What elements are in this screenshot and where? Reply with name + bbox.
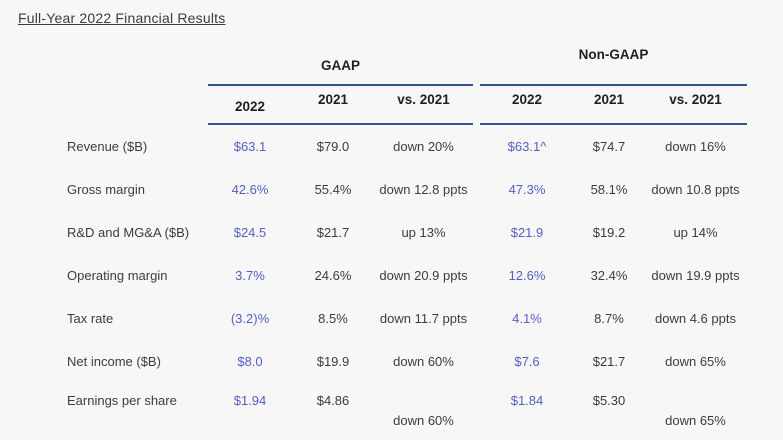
page-title: Full-Year 2022 Financial Results [18, 10, 226, 26]
cell-eps-nongaap-2021: $5.30 [592, 393, 626, 408]
cell-operating-margin-nongaap-vs2021: down 19.9 ppts [651, 268, 740, 283]
non-gaap-label: Non-GAAP [578, 47, 649, 62]
cell-net-income-nongaap-vs2021: down 65% [665, 354, 726, 369]
row-label-eps: Earnings per share [67, 393, 177, 408]
subheader-gap-spacer [473, 86, 480, 125]
cell-eps-gaap-2021: $4.86 [316, 393, 350, 408]
cell-revenue-gaap-vs2021: down 20% [393, 139, 454, 154]
cell-gross-margin-gaap-2021: 55.4% [314, 182, 352, 197]
row-label-tax-rate: Tax rate [67, 311, 114, 326]
cell-rd-mga-gaap-vs2021: up 13% [401, 225, 446, 240]
column-header-gaap-vs-2021: vs. 2021 [374, 86, 473, 125]
cell-tax-rate-gaap-2022: (3.2)% [230, 311, 270, 326]
row-gap-spacer [473, 340, 480, 383]
cell-tax-rate-nongaap-2022: 4.1% [512, 311, 542, 326]
cell-operating-margin-gaap-2021: 24.6% [314, 268, 352, 283]
column-header-label: 2022 [234, 99, 266, 114]
cell-rd-mga-nongaap-2022: $21.9 [510, 225, 544, 240]
column-header-label: vs. 2021 [397, 92, 450, 107]
row-gap-spacer [473, 125, 480, 168]
cell-rd-mga-nongaap-vs2021: up 14% [673, 225, 718, 240]
cell-operating-margin-gaap-2022: 3.7% [235, 268, 265, 283]
cell-tax-rate-gaap-vs2021: down 11.7 ppts [379, 311, 468, 326]
column-header-gaap-2022: 2022 [208, 86, 292, 125]
row-gap-spacer [473, 254, 480, 297]
row-label-gross-margin: Gross margin [67, 182, 146, 197]
cell-eps-gaap-vs2021: down 60% [393, 413, 454, 428]
cell-gross-margin-nongaap-2021: 58.1% [590, 182, 628, 197]
cell-net-income-nongaap-2022: $7.6 [514, 354, 540, 369]
cell-revenue-nongaap-2021: $74.7 [592, 139, 626, 154]
group-header-gaap: GAAP [208, 40, 473, 86]
row-gap-spacer [473, 297, 480, 340]
cell-gross-margin-gaap-vs2021: down 12.8 ppts [379, 182, 468, 197]
cell-revenue-nongaap-2022: $63.1^ [507, 139, 547, 154]
cell-eps-nongaap-2022: $1.84 [510, 393, 544, 408]
cell-operating-margin-nongaap-2022: 12.6% [508, 268, 546, 283]
subheader-label-spacer [0, 86, 208, 125]
cell-operating-margin-gaap-vs2021: down 20.9 ppts [379, 268, 468, 283]
cell-tax-rate-nongaap-2021: 8.7% [594, 311, 624, 326]
cell-rd-mga-gaap-2021: $21.7 [316, 225, 350, 240]
group-gap-spacer [473, 40, 480, 86]
column-header-label: 2021 [317, 92, 349, 107]
cell-operating-margin-nongaap-2021: 32.4% [590, 268, 628, 283]
row-gap-spacer [473, 168, 480, 211]
row-label-revenue: Revenue ($B) [67, 139, 148, 154]
cell-tax-rate-nongaap-vs2021: down 4.6 ppts [655, 311, 736, 326]
column-header-nongaap-2022: 2022 [480, 86, 574, 125]
gaap-label: GAAP [320, 58, 360, 73]
cell-gross-margin-nongaap-2022: 47.3% [508, 182, 546, 197]
cell-net-income-nongaap-2021: $21.7 [592, 354, 626, 369]
column-header-nongaap-vs-2021: vs. 2021 [644, 86, 747, 125]
group-header-non-gaap: Non-GAAP [480, 40, 747, 86]
cell-eps-nongaap-vs2021: down 65% [665, 413, 726, 428]
column-header-label: 2022 [511, 92, 543, 107]
row-gap-spacer [473, 211, 480, 254]
corner-spacer [0, 40, 208, 86]
cell-rd-mga-gaap-2022: $24.5 [233, 225, 267, 240]
column-header-gaap-2021: 2021 [292, 86, 374, 125]
column-header-label: vs. 2021 [669, 92, 722, 107]
row-label-net-income: Net income ($B) [67, 354, 161, 369]
column-header-nongaap-2021: 2021 [574, 86, 644, 125]
cell-net-income-gaap-vs2021: down 60% [393, 354, 454, 369]
cell-net-income-gaap-2021: $19.9 [316, 354, 350, 369]
cell-rd-mga-nongaap-2021: $19.2 [592, 225, 626, 240]
row-label-operating-margin: Operating margin [67, 268, 168, 283]
cell-net-income-gaap-2022: $8.0 [237, 354, 263, 369]
cell-tax-rate-gaap-2021: 8.5% [318, 311, 348, 326]
cell-revenue-gaap-2021: $79.0 [316, 139, 350, 154]
cell-eps-gaap-2022: $1.94 [233, 393, 267, 408]
column-header-label: 2021 [593, 92, 625, 107]
cell-gross-margin-gaap-2022: 42.6% [231, 182, 269, 197]
financial-results-table: GAAP Non-GAAP 2022 2021 vs. 2021 2022 20… [0, 40, 747, 440]
row-gap-spacer [473, 383, 480, 440]
cell-revenue-gaap-2022: $63.1 [233, 139, 267, 154]
row-label-rd-mga: R&D and MG&A ($B) [67, 225, 190, 240]
cell-gross-margin-nongaap-vs2021: down 10.8 ppts [651, 182, 740, 197]
cell-revenue-nongaap-vs2021: down 16% [665, 139, 726, 154]
